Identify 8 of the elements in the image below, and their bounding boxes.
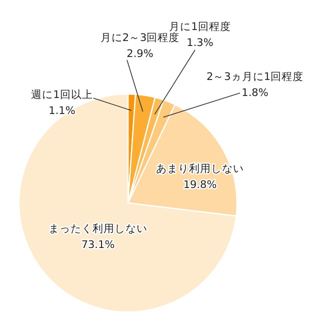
data-label: 1.1%: [48, 105, 76, 117]
data-label: 1.8%: [242, 87, 268, 99]
slice-label: 2～3ヵ月に1回程度: [206, 70, 304, 83]
slice-label: 週に1回以上: [31, 88, 93, 101]
data-label: 1.3%: [186, 37, 214, 49]
data-label: 2.9%: [126, 48, 154, 60]
slice-label: 月に2～3回程度: [100, 31, 180, 44]
slice-label: 月に1回程度: [169, 20, 231, 33]
